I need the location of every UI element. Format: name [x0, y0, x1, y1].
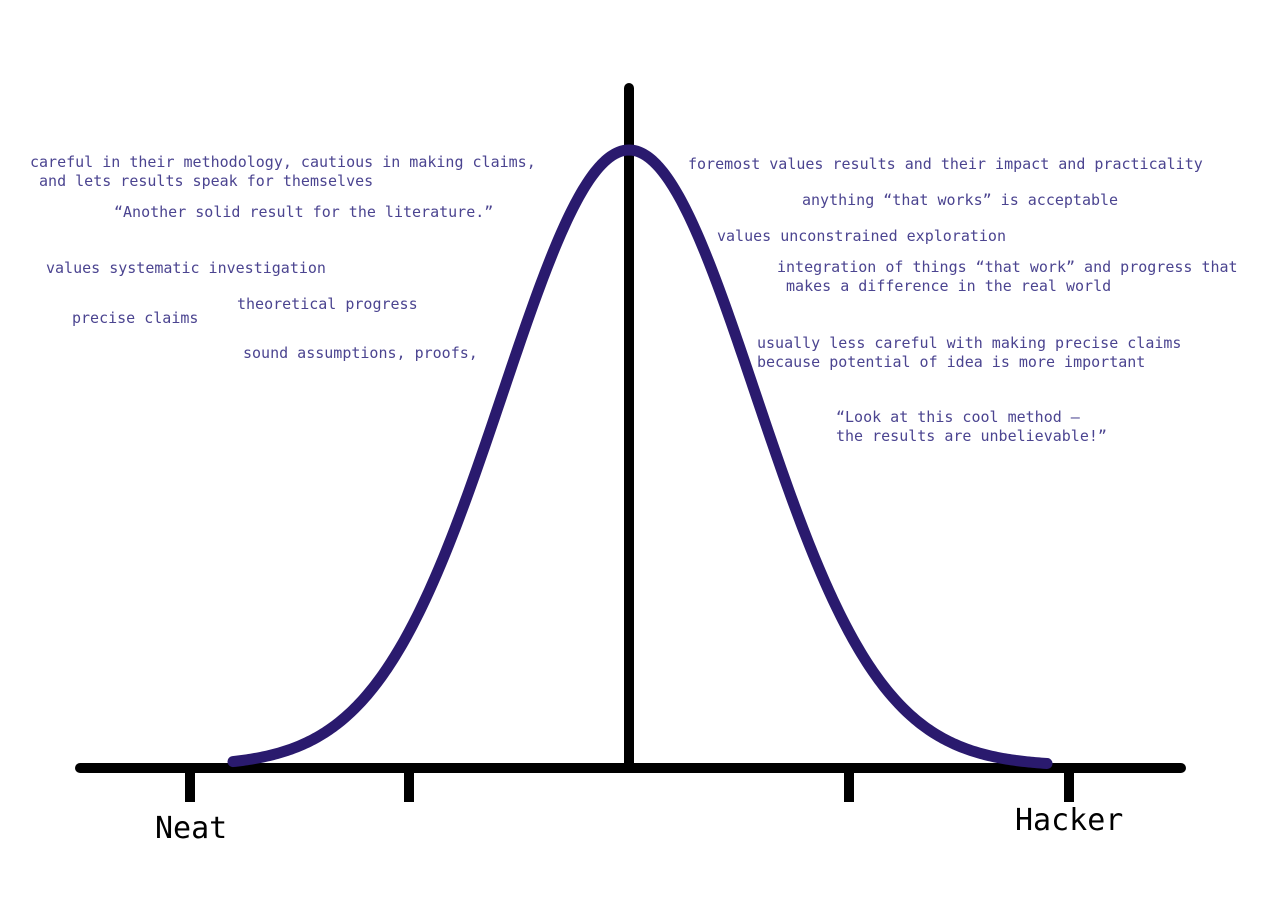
- neat-note-theoretical: theoretical progress: [237, 295, 418, 313]
- neat-note-precise: precise claims: [72, 309, 199, 327]
- hacker-label: Hacker: [1015, 803, 1124, 838]
- hacker-note-exploration: values unconstrained exploration: [717, 227, 1006, 245]
- hacker-note-less-careful: usually less careful with making precise…: [757, 334, 1182, 371]
- hacker-note-foremost: foremost values results and their impact…: [688, 155, 1203, 173]
- hacker-note-quote: “Look at this cool method — the results …: [836, 408, 1107, 445]
- neat-note-quote: “Another solid result for the literature…: [114, 203, 494, 221]
- neat-note-systematic: values systematic investigation: [46, 259, 326, 277]
- neat-note-sound: sound assumptions, proofs,: [243, 344, 478, 362]
- hacker-note-integration: integration of things “that work” and pr…: [777, 258, 1238, 295]
- neat-label: Neat: [155, 811, 228, 846]
- hacker-note-anything: anything “that works” is acceptable: [802, 191, 1119, 209]
- bell-curve: [227, 144, 1053, 769]
- neat-note-methodology: careful in their methodology, cautious i…: [30, 153, 536, 190]
